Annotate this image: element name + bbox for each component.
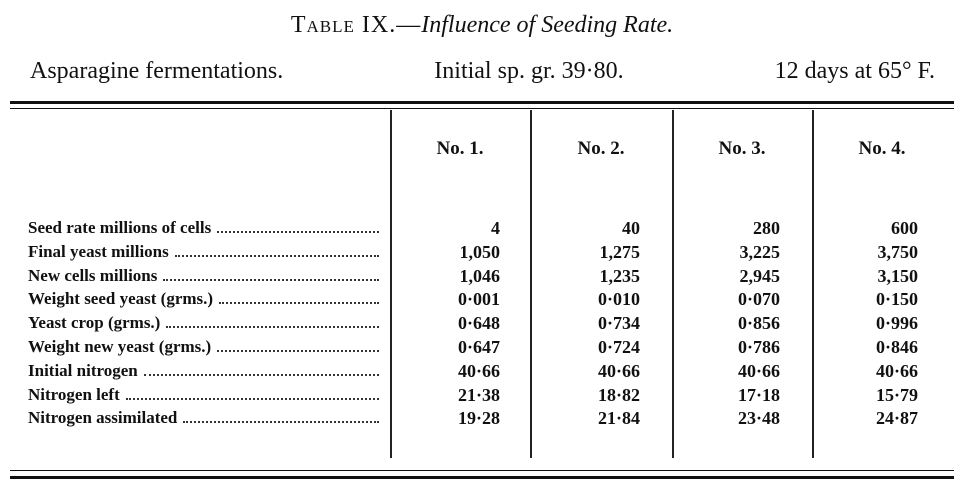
- dot-leader: [217, 350, 379, 352]
- cell-value: 1,275: [599, 241, 641, 262]
- cell-value: 40·66: [737, 360, 780, 381]
- column-divider: [672, 110, 674, 458]
- subtitle-part: Initial sp. gr. 39·80.: [434, 58, 624, 84]
- cell-value: 40: [622, 218, 640, 238]
- row-label: Nitrogen assimilated: [28, 408, 383, 428]
- cell-value: 17·18: [737, 384, 780, 405]
- cell-value: 1,050: [459, 241, 501, 262]
- cell-value: 0·150: [875, 289, 918, 310]
- row-label-text: Weight new yeast (grms.): [28, 337, 212, 356]
- dot-leader: [219, 302, 379, 305]
- top-rule-thin: [10, 108, 954, 109]
- cell-value: 0·647: [457, 337, 500, 357]
- cell-value: 4: [491, 218, 500, 238]
- row-label: Nitrogen left: [28, 385, 383, 405]
- bottom-rule: [10, 476, 954, 479]
- row-label-text: Nitrogen assimilated: [28, 408, 178, 428]
- cell-value: 0·734: [597, 313, 640, 334]
- column-header: No. 3.: [718, 138, 766, 159]
- cell-value: 0·786: [737, 337, 780, 357]
- cell-value: 3,150: [877, 265, 919, 286]
- row-label: Weight new yeast (grms.): [28, 337, 383, 357]
- dot-leader: [174, 254, 379, 257]
- cell-value: 24·87: [875, 408, 918, 429]
- cell-value: 40·66: [875, 360, 918, 381]
- row-label: Weight seed yeast (grms.): [28, 289, 383, 309]
- cell-value: 19·28: [457, 408, 500, 429]
- cell-value: 2,945: [739, 265, 781, 286]
- cell-value: 21·84: [597, 408, 640, 429]
- table-title: Table IX.—Influence of Seeding Rate.: [0, 12, 964, 39]
- cell-value: 1,046: [459, 265, 501, 286]
- cell-value: 600: [891, 218, 918, 238]
- cell-value: 15·79: [875, 384, 918, 405]
- subtitle-part: Asparagine fermentations.: [30, 58, 284, 84]
- column-divider: [390, 110, 392, 458]
- cell-value: 0·856: [737, 313, 780, 334]
- column-header: No. 2.: [577, 138, 625, 159]
- row-label: New cells millions: [28, 266, 383, 286]
- cell-value: 3,225: [739, 241, 781, 262]
- row-label: Final yeast millions: [28, 242, 383, 262]
- top-rule: [10, 101, 954, 104]
- row-label: Initial nitrogen: [28, 361, 383, 381]
- cell-value: 40·66: [457, 360, 500, 381]
- row-label-text: Yeast crop (grms.): [28, 313, 161, 333]
- title-text: Influence of Seeding Rate.: [421, 12, 674, 38]
- row-label-text: Final yeast millions: [28, 241, 169, 261]
- cell-value: 0·846: [875, 337, 918, 357]
- cell-value: 0·996: [875, 313, 918, 334]
- row-label: Yeast crop (grms.): [28, 313, 383, 333]
- dot-leader: [125, 397, 379, 400]
- row-label-text: Weight seed yeast (grms.): [28, 289, 214, 309]
- column-divider: [530, 110, 532, 458]
- cell-value: 21·38: [457, 384, 500, 405]
- subtitle: Asparagine fermentations. Initial sp. gr…: [30, 58, 935, 85]
- cell-value: 0·010: [597, 289, 640, 310]
- cell-value: 1,235: [599, 265, 641, 286]
- row-label-text: New cells millions: [28, 265, 158, 285]
- row-label-text: Seed rate millions of cells: [28, 218, 212, 237]
- subtitle-part: 12 days at 65° F.: [774, 58, 935, 84]
- bottom-rule-thin: [10, 470, 954, 471]
- column-divider: [812, 110, 814, 458]
- cell-value: 0·001: [457, 289, 500, 310]
- column-header: No. 1.: [436, 138, 484, 159]
- row-label: Seed rate millions of cells: [28, 218, 383, 238]
- dot-leader: [163, 278, 379, 281]
- cell-value: 0·724: [597, 337, 640, 357]
- cell-value: 40·66: [597, 360, 640, 381]
- dot-leader: [166, 326, 379, 329]
- column-header: No. 4.: [858, 138, 906, 159]
- row-label-text: Nitrogen left: [28, 384, 120, 404]
- cell-value: 18·82: [597, 384, 640, 405]
- dot-leader: [183, 421, 379, 424]
- title-label: Table IX.—: [290, 12, 422, 38]
- cell-value: 0·070: [737, 289, 780, 310]
- dot-leader: [217, 231, 379, 233]
- cell-value: 3,750: [877, 241, 919, 262]
- dot-leader: [143, 373, 379, 376]
- cell-value: 0·648: [457, 313, 500, 334]
- cell-value: 280: [753, 218, 780, 238]
- cell-value: 23·48: [737, 408, 780, 429]
- row-label-text: Initial nitrogen: [28, 360, 138, 380]
